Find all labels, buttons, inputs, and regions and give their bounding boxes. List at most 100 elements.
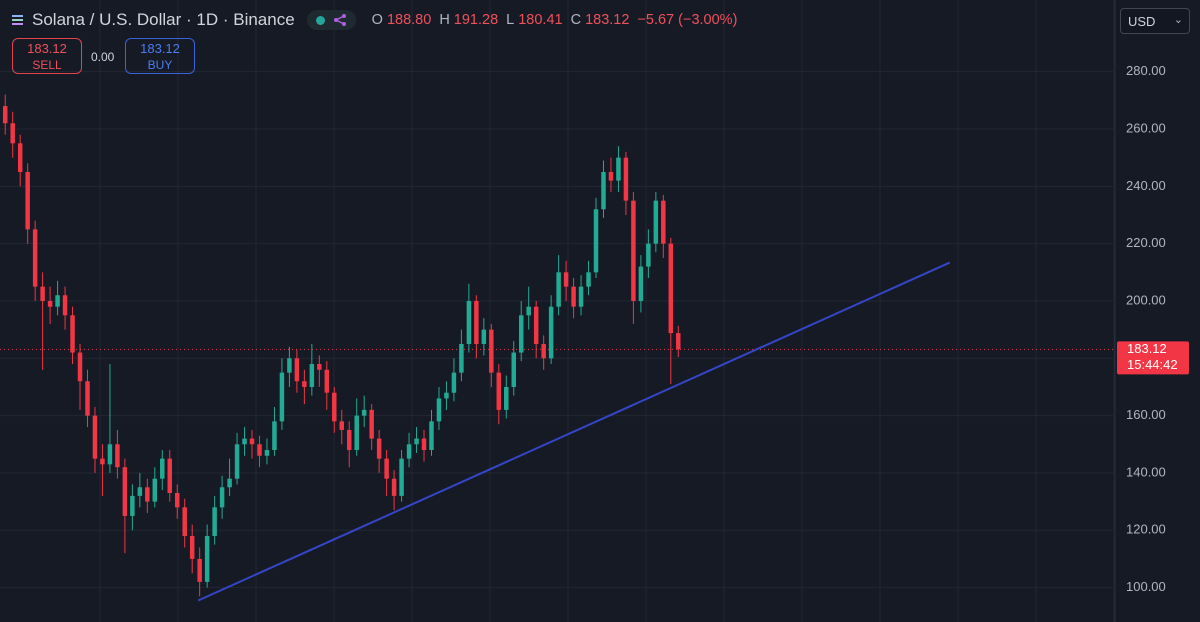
- candle-body: [17, 143, 23, 172]
- candle-body: [115, 444, 120, 468]
- candle-body: [279, 372, 285, 422]
- y-tick-label: 100.00: [1126, 579, 1166, 594]
- candle-body: [593, 209, 599, 273]
- buy-button[interactable]: 183.12 BUY: [125, 38, 195, 74]
- candle-body: [242, 438, 247, 445]
- candle-body: [107, 444, 113, 465]
- candle-body: [563, 272, 569, 287]
- candle-body: [32, 229, 38, 287]
- candle-body: [548, 306, 554, 359]
- currency-label: USD: [1128, 14, 1156, 29]
- candle-body: [526, 306, 531, 316]
- candle-body: [361, 409, 367, 416]
- candle-body: [130, 495, 135, 516]
- candle-body: [40, 286, 45, 301]
- candle-body: [77, 352, 83, 382]
- candle-body: [70, 315, 75, 353]
- candle-body: [496, 372, 502, 410]
- candle-body: [160, 458, 165, 479]
- candle-body: [406, 444, 412, 459]
- low-key: L: [506, 12, 515, 28]
- candle-body: [332, 392, 337, 422]
- y-tick-label: 140.00: [1126, 464, 1166, 479]
- candle-body: [197, 558, 202, 582]
- candle-body: [646, 243, 651, 267]
- sell-label: SELL: [32, 58, 62, 72]
- candle-body: [92, 415, 98, 459]
- candle-body: [601, 171, 606, 210]
- y-tick-label: 260.00: [1126, 120, 1166, 135]
- ohlc-values: O 188.80 H 191.28 L 180.41 C 183.12 −5.67 (−…: [368, 12, 738, 28]
- candle-body: [264, 450, 270, 456]
- candle-body: [227, 478, 232, 488]
- candle-body: [309, 364, 315, 387]
- candle-body: [122, 467, 128, 516]
- candle-body: [152, 478, 158, 502]
- candle-body: [339, 421, 344, 430]
- y-tick-label: 120.00: [1126, 522, 1166, 537]
- candle-body: [189, 536, 195, 559]
- trend-line: [197, 261, 951, 602]
- candle-body: [399, 458, 404, 496]
- candle-body: [504, 386, 509, 410]
- candle-body: [257, 444, 262, 456]
- candle-body: [631, 200, 636, 301]
- symbol-icon: [12, 15, 23, 25]
- candle-body: [272, 421, 277, 451]
- candle-body: [653, 200, 659, 244]
- open-key: O: [371, 12, 383, 28]
- candle-body: [608, 171, 614, 181]
- candle-body: [429, 421, 434, 451]
- y-tick-label: 280.00: [1126, 63, 1166, 78]
- candle-body: [474, 300, 479, 344]
- candle-body: [376, 438, 382, 459]
- candle-body: [324, 369, 330, 393]
- candle-body: [451, 372, 457, 393]
- candle-body: [676, 333, 681, 350]
- y-tick-label: 200.00: [1126, 292, 1166, 307]
- candle-body: [287, 358, 292, 373]
- candle-body: [234, 444, 240, 479]
- high-value: 191.28: [453, 12, 499, 28]
- candle-body: [145, 487, 150, 502]
- candle-body: [294, 358, 300, 382]
- candle-body: [421, 438, 427, 451]
- candle-body: [369, 409, 374, 439]
- spread: 0.00: [91, 50, 115, 64]
- candle-body: [533, 306, 539, 344]
- change-value: −5.67 (−3.00%): [637, 12, 738, 28]
- candle-body: [511, 352, 516, 387]
- vertical-grid: [99, 0, 1115, 622]
- status-pill[interactable]: [306, 10, 356, 30]
- close-value: 183.12: [585, 12, 630, 28]
- candle-body: [459, 343, 464, 373]
- buy-price: 183.12: [140, 41, 180, 56]
- countdown-label: 15:44:42: [1127, 357, 1178, 372]
- candle-body: [100, 458, 105, 465]
- legend-header: Solana / U.S. Dollar · 1D · Binance O 188…: [10, 8, 737, 32]
- candle-body: [25, 171, 30, 230]
- candle-body: [661, 200, 666, 244]
- candle-body: [571, 286, 576, 307]
- candle-body: [167, 458, 172, 494]
- candle-body: [436, 398, 442, 422]
- sell-button[interactable]: 183.12 SELL: [12, 38, 82, 74]
- candle-body: [586, 272, 591, 287]
- currency-select[interactable]: USD ⌄: [1120, 8, 1190, 34]
- candle-body: [249, 438, 255, 445]
- candle-body: [623, 157, 629, 201]
- last-price-label: 183.12: [1127, 341, 1167, 356]
- candle-body: [174, 493, 180, 508]
- symbol-title: Solana / U.S. Dollar · 1D · Binance: [32, 10, 295, 29]
- candle-body: [541, 343, 546, 359]
- low-value: 180.41: [518, 12, 563, 28]
- candle-body: [182, 507, 187, 537]
- candle-body: [481, 329, 487, 344]
- candle-body: [302, 381, 307, 387]
- candle-body: [212, 507, 217, 537]
- y-tick-label: 160.00: [1126, 407, 1166, 422]
- high-key: H: [439, 12, 450, 28]
- candle-body: [62, 295, 68, 316]
- candle-body: [518, 315, 524, 353]
